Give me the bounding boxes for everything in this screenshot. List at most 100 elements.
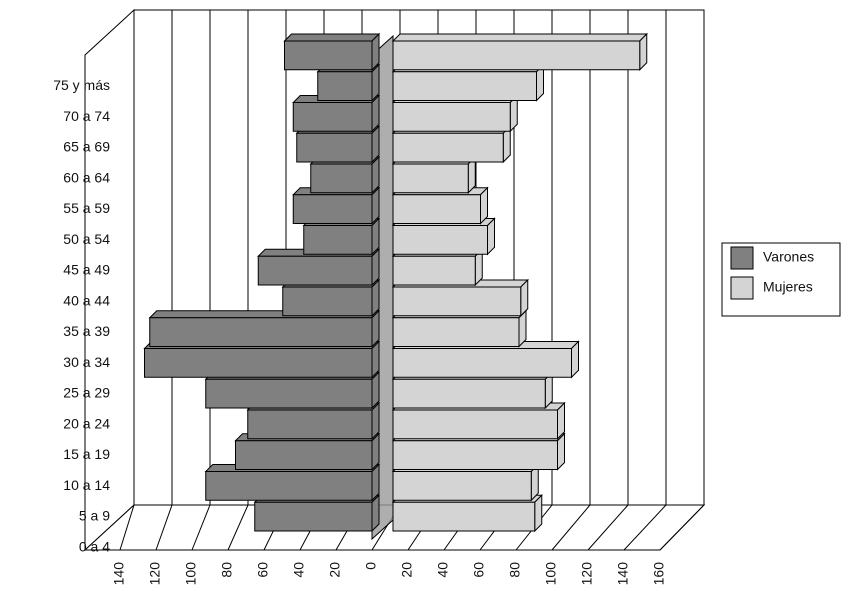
floor-grid-line	[227, 504, 249, 551]
x-tick-label: 80	[219, 562, 235, 578]
legend-swatch	[730, 246, 754, 270]
x-tick-label: 20	[399, 562, 415, 578]
floor-grid-line	[587, 504, 629, 551]
bar-side	[639, 32, 648, 71]
bar	[392, 40, 641, 71]
y-tick-label: 40 a 44	[63, 292, 110, 308]
bar-side	[371, 125, 380, 164]
bar-side	[557, 432, 565, 471]
bar	[310, 163, 373, 194]
x-tick-label: 120	[579, 562, 595, 586]
bar	[392, 225, 488, 255]
y-tick-label: 75 y más	[53, 77, 110, 93]
bar-side	[371, 309, 380, 348]
floor-grid-line	[659, 504, 705, 551]
bar-side	[371, 155, 380, 194]
y-tick-label: 45 a 49	[63, 262, 110, 278]
bar	[392, 102, 511, 132]
x-tick-label: 40	[291, 562, 307, 578]
bar-side	[371, 94, 380, 133]
y-tick-label: 10 a 14	[63, 477, 110, 493]
y-tick-label: 50 a 54	[63, 231, 110, 247]
legend-label: Mujeres	[763, 279, 813, 295]
bar	[254, 501, 373, 532]
y-tick-label: 70 a 74	[63, 108, 110, 124]
bar-side	[557, 401, 565, 440]
legend-swatch	[730, 276, 754, 300]
bar-side	[371, 186, 380, 225]
legend-label: Varones	[763, 249, 814, 265]
y-tick-label: 35 a 39	[63, 323, 110, 339]
floor-grid-line	[551, 504, 591, 551]
bar-side	[487, 217, 495, 256]
bar-side	[480, 186, 488, 225]
bar-side	[371, 494, 380, 533]
y-tick-label: 60 a 64	[63, 169, 110, 185]
x-tick-label: 20	[327, 562, 343, 578]
bar	[149, 317, 373, 347]
y-tick-label: 65 a 69	[63, 139, 110, 155]
x-tick-label: 120	[147, 562, 163, 586]
bar	[392, 378, 546, 409]
y-tick-label: 5 a 9	[79, 508, 110, 524]
bar	[392, 132, 504, 163]
y-tick-label: 30 a 34	[63, 354, 110, 370]
bar	[296, 132, 373, 163]
bar	[392, 440, 558, 470]
x-tick-label: 160	[651, 562, 667, 586]
bar-side	[371, 278, 380, 317]
bar	[392, 163, 469, 194]
bar	[392, 194, 481, 224]
bar-side	[371, 401, 380, 440]
bar	[392, 409, 558, 440]
bar-top	[283, 33, 381, 42]
bar-side	[520, 278, 529, 317]
floor-grid-line	[155, 504, 173, 551]
bar-side	[371, 371, 380, 410]
y-tick-label: 20 a 24	[63, 415, 110, 431]
bar-side	[534, 494, 543, 533]
bar-side	[371, 432, 380, 471]
x-tick-label: 80	[507, 562, 523, 578]
x-tick-label: 40	[435, 562, 451, 578]
floor-grid-line	[191, 504, 211, 551]
bar-side	[571, 340, 579, 379]
bar-side	[371, 340, 380, 379]
x-tick-label: 100	[183, 562, 199, 586]
bar-side	[371, 32, 380, 71]
bar	[392, 317, 520, 347]
x-tick-label: 140	[615, 562, 631, 586]
y-tick-label: 25 a 29	[63, 385, 110, 401]
bar	[247, 409, 373, 440]
bar	[392, 255, 476, 286]
bar-top	[391, 33, 648, 42]
bar	[205, 378, 373, 409]
bar	[392, 286, 522, 317]
bar	[292, 102, 373, 132]
bar-side	[371, 63, 380, 102]
bar	[257, 255, 373, 286]
bar	[303, 225, 373, 255]
x-tick-label: 60	[471, 562, 487, 578]
x-tick-label: 0	[363, 562, 379, 570]
bar	[392, 471, 532, 501]
y-tick-label: 0 a 4	[79, 538, 110, 554]
bar	[205, 471, 373, 501]
bar	[392, 71, 537, 101]
y-tick-label: 55 a 59	[63, 200, 110, 216]
bar	[284, 40, 373, 71]
floor-grid-line	[623, 504, 667, 551]
y-tick-label: 15 a 19	[63, 446, 110, 462]
bar-side	[371, 463, 380, 502]
x-tick-label: 60	[255, 562, 271, 578]
bar	[235, 440, 373, 470]
x-tick-label: 140	[111, 562, 127, 586]
floor-grid-line	[119, 504, 135, 551]
bar-side	[371, 248, 380, 287]
bar	[292, 194, 373, 224]
bar	[282, 286, 373, 317]
x-tick-label: 100	[543, 562, 559, 586]
bar	[317, 71, 373, 101]
bar	[392, 501, 536, 532]
